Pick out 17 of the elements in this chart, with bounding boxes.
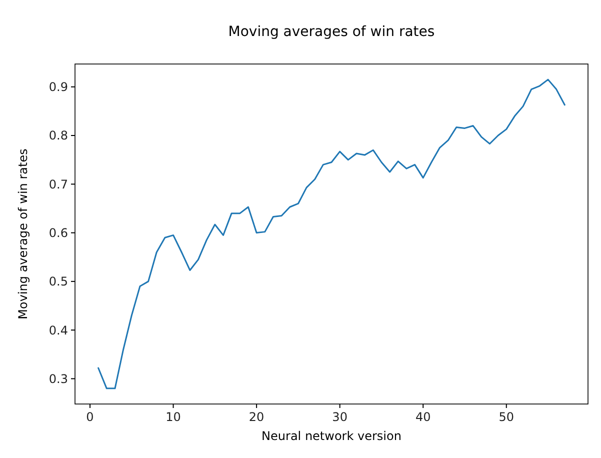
y-tick-label: 0.8 xyxy=(48,128,68,143)
y-axis-title: Moving average of win rates xyxy=(16,148,30,320)
x-tick-label: 40 xyxy=(415,410,431,424)
x-tick-label: 10 xyxy=(166,410,181,424)
chart-title: Moving averages of win rates xyxy=(228,24,435,40)
x-axis-title: Neural network version xyxy=(262,429,402,443)
x-tick-label: 30 xyxy=(332,410,348,424)
y-tick-label: 0.5 xyxy=(48,274,68,289)
x-tick-label: 20 xyxy=(248,410,264,424)
line-series xyxy=(98,78,566,390)
y-tick-label: 0.9 xyxy=(48,80,68,94)
y-tick-label: 0.7 xyxy=(48,177,68,192)
y-tick-label: 0.6 xyxy=(48,226,68,240)
x-tick-label: 50 xyxy=(498,410,514,424)
y-tick-label: 0.4 xyxy=(48,323,68,338)
x-tick-label: 0 xyxy=(86,410,94,424)
y-tick-label: 0.3 xyxy=(48,372,68,386)
